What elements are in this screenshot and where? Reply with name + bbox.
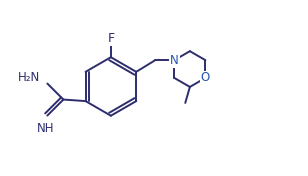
Text: N: N <box>170 54 179 67</box>
Text: O: O <box>201 71 210 84</box>
Text: F: F <box>107 32 115 45</box>
Text: NH: NH <box>37 122 55 135</box>
Text: H₂N: H₂N <box>18 71 41 84</box>
